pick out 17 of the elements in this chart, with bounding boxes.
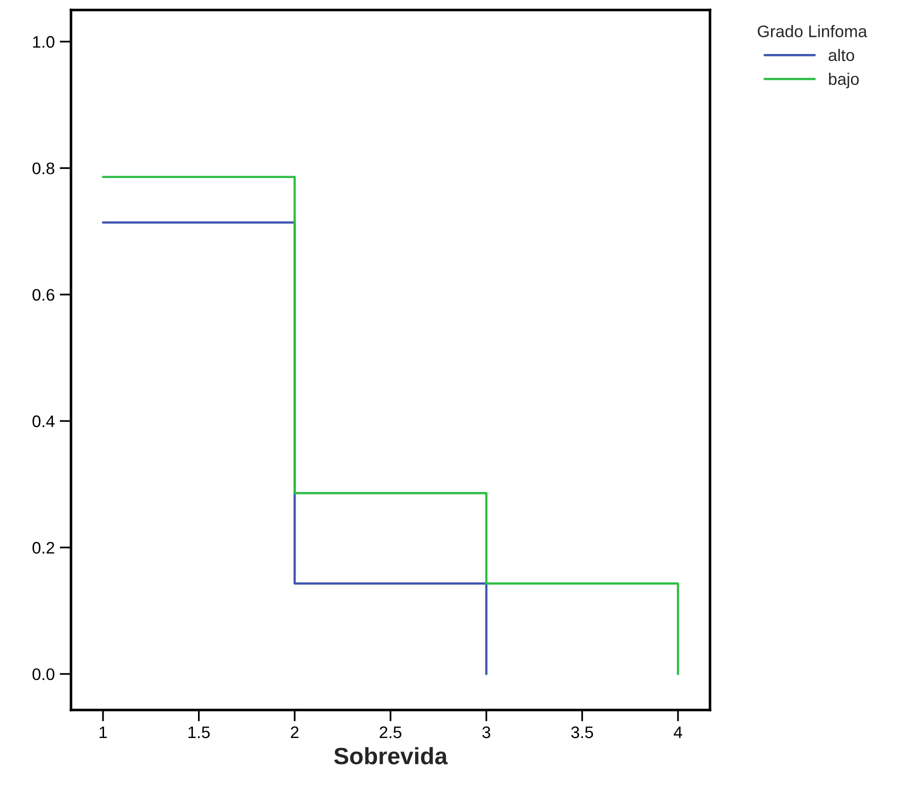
x-tick-label: 4	[674, 726, 682, 738]
x-tick-label: 3.5	[571, 726, 594, 738]
x-tick-label: 3	[482, 726, 490, 738]
legend-label: bajo	[829, 72, 859, 88]
x-tick-label: 2	[290, 726, 298, 738]
x-axis-title: Sobrevida	[334, 747, 448, 764]
legend-title: Grado Linfoma	[758, 25, 868, 38]
x-tick-label: 2.5	[380, 726, 402, 738]
y-tick-label: 0.0	[32, 668, 54, 680]
y-tick-label: 0.6	[32, 288, 54, 301]
y-tick-label: 0.4	[32, 415, 55, 428]
x-tick-label: 1.5	[188, 726, 210, 738]
legend-label: alto	[828, 48, 854, 62]
y-tick-label: 0.2	[32, 542, 54, 554]
x-tick-label: 1	[100, 726, 107, 738]
y-tick-label: 1.0	[33, 36, 54, 48]
y-tick-label: 0.8	[32, 162, 54, 174]
